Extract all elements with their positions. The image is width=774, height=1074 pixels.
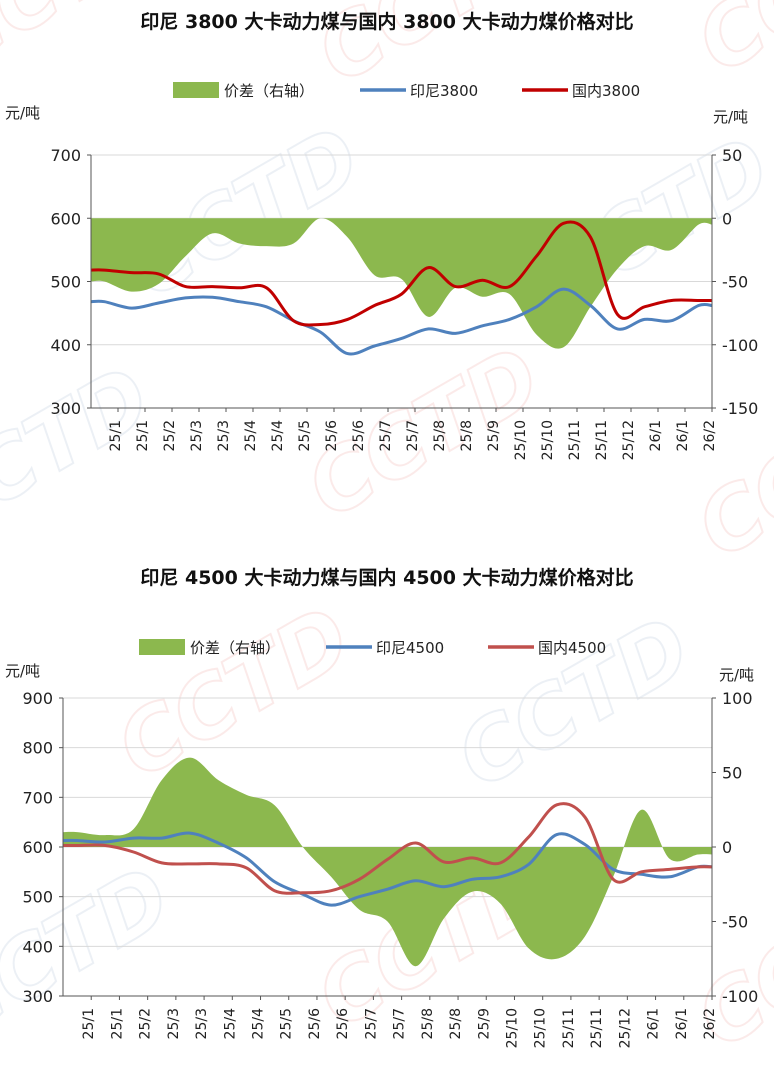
legend-label-spread: 价差（右轴） — [224, 82, 314, 100]
x-tick-label: 25/4 — [243, 420, 259, 452]
watermark-text: CCTD — [441, 597, 707, 807]
x-tick-label: 25/8 — [432, 420, 448, 451]
x-tick-label: 25/4 — [270, 420, 286, 452]
x-tick-label: 26/1 — [648, 420, 664, 451]
left-axis-tick-label: 400 — [50, 336, 81, 355]
legend-label-indonesia: 印尼4500 — [376, 639, 444, 657]
x-tick-label: 26/1 — [646, 1008, 662, 1039]
x-tick-label: 25/3 — [194, 1008, 210, 1039]
legend-swatch-spread — [173, 82, 219, 98]
x-tick-label: 25/3 — [216, 420, 232, 451]
legend-label-domestic: 国内3800 — [572, 82, 640, 100]
domestic-price-line — [62, 802, 713, 895]
x-tick-label: 25/8 — [459, 420, 475, 451]
left-axis-tick-label: 300 — [22, 987, 53, 1006]
x-tick-label: 25/7 — [363, 1008, 379, 1039]
x-tick-label: 25/11 — [567, 420, 583, 460]
left-axis-tick-label: 700 — [22, 788, 53, 807]
x-tick-label: 25/7 — [392, 1008, 408, 1039]
x-tick-label: 25/12 — [617, 1008, 633, 1048]
x-tick-label: 25/11 — [589, 1008, 605, 1048]
x-tick-label: 25/4 — [222, 1008, 238, 1040]
left-axis-tick-label: 600 — [50, 209, 81, 228]
left-axis-tick-label: 700 — [50, 146, 81, 165]
indonesia-price-line — [62, 831, 713, 907]
x-tick-label: 25/9 — [476, 1008, 492, 1039]
right-axis-tick-label: 0 — [722, 209, 732, 228]
x-tick-label: 25/10 — [504, 1008, 520, 1048]
left-axis-tick-label: 500 — [50, 273, 81, 292]
right-axis-tick-label: 50 — [722, 764, 742, 783]
legend: 价差（右轴） 印尼4500 国内4500 — [139, 639, 606, 657]
legend-label-indonesia: 印尼3800 — [410, 82, 478, 100]
legend-label-spread: 价差（右轴） — [190, 639, 280, 657]
x-tick-label: 25/1 — [109, 1008, 125, 1039]
right-axis-unit: 元/吨 — [713, 108, 748, 126]
x-tick-label: 25/7 — [378, 420, 394, 451]
left-axis-tick-label: 800 — [22, 739, 53, 758]
right-axis-tick-label: -100 — [722, 336, 758, 355]
x-tick-label: 25/12 — [621, 420, 637, 460]
spread-area — [63, 757, 712, 967]
right-axis-tick-label: 50 — [722, 146, 742, 165]
chart-indonesia-3800: 印尼 3800 大卡动力煤与国内 3800 大卡动力煤价格对比 价差（右轴） 印… — [5, 10, 758, 460]
legend-label-domestic: 国内4500 — [538, 639, 606, 657]
x-tick-label: 25/11 — [594, 420, 610, 460]
right-axis-tick-label: 0 — [722, 838, 732, 857]
left-axis-tick-label: 900 — [22, 689, 53, 708]
plot-area: 300 400 500 600 700 -150 -100 -50 0 50 25/1 25/1 25/… — [50, 146, 758, 460]
x-tick-label: 25/1 — [108, 420, 124, 451]
x-tick-label: 25/2 — [162, 420, 178, 451]
right-axis-tick-label: -100 — [722, 987, 758, 1006]
left-axis-unit: 元/吨 — [5, 104, 40, 122]
legend-swatch-spread — [139, 639, 185, 655]
x-tick-label: 25/1 — [135, 420, 151, 451]
x-tick-label: 25/6 — [307, 1008, 323, 1040]
x-tick-label: 25/3 — [166, 1008, 182, 1039]
x-tick-label: 26/2 — [702, 420, 718, 451]
left-axis-tick-label: 500 — [22, 888, 53, 907]
x-tick-label: 25/4 — [251, 1008, 267, 1040]
x-tick-label: 25/3 — [189, 420, 205, 451]
x-tick-label: 25/5 — [297, 420, 313, 451]
x-tick-label: 26/1 — [675, 420, 691, 451]
x-tick-label: 26/1 — [674, 1008, 690, 1039]
x-tick-label: 25/1 — [81, 1008, 97, 1039]
watermark-text: CCTD — [101, 587, 367, 797]
plot-area: 300 400 500 600 700 800 900 -100 -50 0 50 100 25/1 25… — [22, 689, 758, 1048]
chart-title: 印尼 4500 大卡动力煤与国内 4500 大卡动力煤价格对比 — [140, 566, 633, 589]
left-axis-tick-label: 400 — [22, 937, 53, 956]
legend: 价差（右轴） 印尼3800 国内3800 — [173, 82, 640, 100]
x-tick-label: 25/10 — [533, 1008, 549, 1048]
left-axis-tick-label: 300 — [50, 399, 81, 418]
right-axis-tick-label: 100 — [722, 689, 753, 708]
x-tick-label: 25/6 — [324, 420, 340, 452]
x-tick-label: 25/6 — [351, 420, 367, 452]
chart-title: 印尼 3800 大卡动力煤与国内 3800 大卡动力煤价格对比 — [140, 10, 633, 33]
right-axis-tick-label: -50 — [722, 913, 748, 932]
indonesia-price-line — [90, 287, 713, 356]
x-tick-label: 25/5 — [279, 1008, 295, 1039]
x-tick-label: 25/10 — [513, 420, 529, 460]
x-tick-label: 25/2 — [138, 1008, 154, 1039]
right-axis-tick-label: -150 — [722, 399, 758, 418]
x-tick-label: 25/8 — [448, 1008, 464, 1039]
x-tick-label: 26/2 — [702, 1008, 718, 1039]
right-axis-unit: 元/吨 — [719, 666, 754, 684]
x-tick-label: 25/11 — [561, 1008, 577, 1048]
chart-indonesia-4500: 印尼 4500 大卡动力煤与国内 4500 大卡动力煤价格对比 价差（右轴） 印… — [5, 566, 758, 1048]
spread-area — [91, 218, 712, 349]
watermark-text: CCTD — [681, 857, 774, 1067]
watermark-text: CCTD — [681, 0, 774, 92]
x-tick-label: 25/8 — [420, 1008, 436, 1039]
left-axis-unit: 元/吨 — [5, 662, 40, 680]
left-axis-tick-label: 600 — [22, 838, 53, 857]
x-tick-label: 25/7 — [405, 420, 421, 451]
x-tick-label: 25/9 — [486, 420, 502, 451]
right-axis-tick-label: -50 — [722, 273, 748, 292]
x-tick-label: 25/6 — [335, 1008, 351, 1040]
x-tick-label: 25/10 — [540, 420, 556, 460]
